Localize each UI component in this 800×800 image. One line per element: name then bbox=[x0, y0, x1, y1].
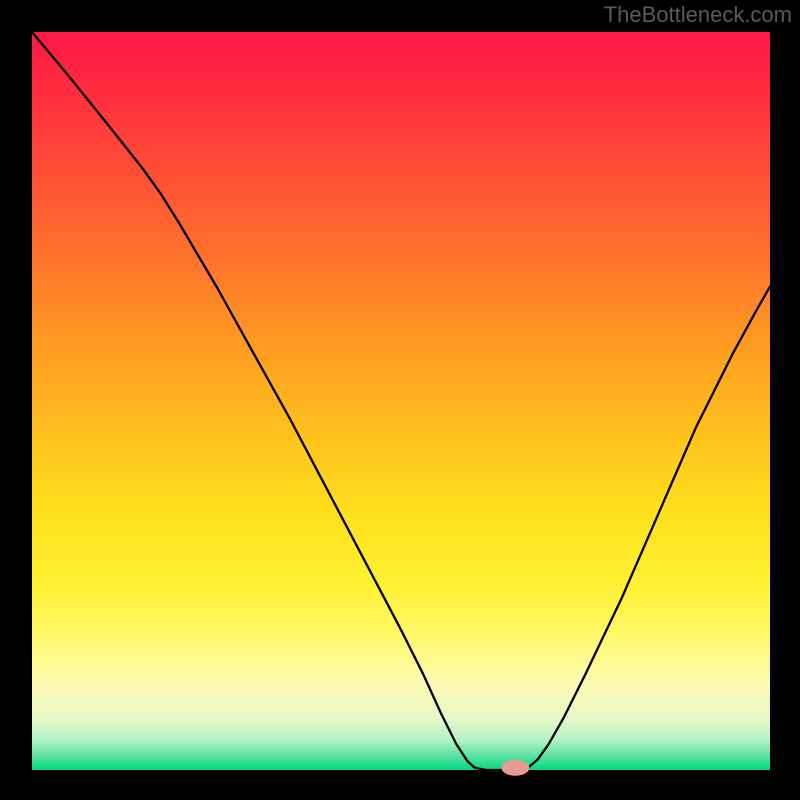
optimal-marker bbox=[501, 760, 529, 776]
watermark-text: TheBottleneck.com bbox=[604, 2, 792, 28]
bottleneck-chart bbox=[0, 0, 800, 800]
plot-background bbox=[32, 32, 770, 770]
chart-container: TheBottleneck.com bbox=[0, 0, 800, 800]
